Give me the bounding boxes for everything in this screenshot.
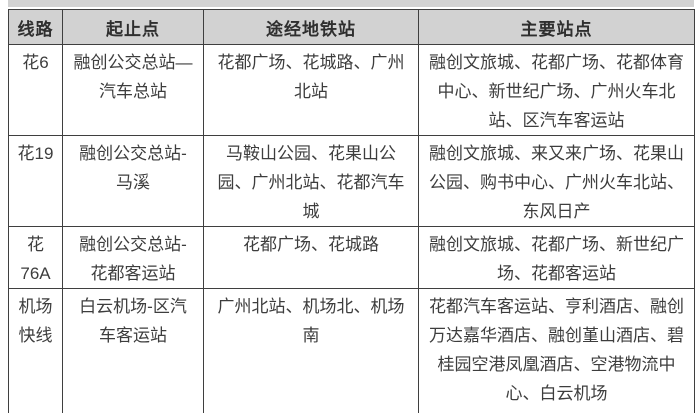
stops-cell: 融创文旅城、花都广场、花都体育中心、新世纪广场、广州火车北站、区汽车客运站	[418, 44, 695, 136]
metro-cell: 马鞍山公园、花果山公园、广州北站、花都汽车城	[203, 135, 419, 227]
column-header-endpoints: 起止点	[62, 9, 204, 45]
endpoints-cell: 融创公交总站-花都客运站	[62, 226, 204, 289]
stops-cell: 融创文旅城、花都广场、新世纪广场、花都客运站	[418, 226, 695, 289]
column-header-main-stops: 主要站点	[418, 9, 695, 45]
metro-cell: 广州北站、机场北、机场南	[203, 288, 419, 413]
endpoints-cell: 融创公交总站—汽车总站	[62, 44, 204, 136]
cropped-row-strip	[8, 0, 694, 7]
route-cell: 花19	[8, 135, 63, 227]
stops-cell: 花都汽车客运站、亨利酒店、融创万达嘉华酒店、融创堇山酒店、碧桂园空港凤凰酒店、空…	[418, 288, 695, 413]
endpoints-cell: 白云机场-区汽车客运站	[62, 288, 204, 413]
table-row: 机场快线 白云机场-区汽车客运站 广州北站、机场北、机场南 花都汽车客运站、亨利…	[8, 288, 695, 413]
metro-cell: 花都广场、花城路	[203, 226, 419, 289]
header-row: 线路 起止点 途经地铁站 主要站点	[8, 9, 695, 45]
bus-routes-table: 线路 起止点 途经地铁站 主要站点 花6 融创公交总站—汽车总站 花都广场、花城…	[8, 9, 695, 413]
column-header-line: 线路	[8, 9, 63, 45]
column-header-metro-stations: 途经地铁站	[203, 9, 419, 45]
table-row: 花19 融创公交总站-马溪 马鞍山公园、花果山公园、广州北站、花都汽车城 融创文…	[8, 135, 695, 227]
table-row: 花6 融创公交总站—汽车总站 花都广场、花城路、广州北站 融创文旅城、花都广场、…	[8, 44, 695, 136]
stops-cell: 融创文旅城、来又来广场、花果山公园、购书中心、广州火车北站、东风日产	[418, 135, 695, 227]
endpoints-cell: 融创公交总站-马溪	[62, 135, 204, 227]
route-cell: 花6	[8, 44, 63, 136]
metro-cell: 花都广场、花城路、广州北站	[203, 44, 419, 136]
route-cell: 花76A	[8, 226, 63, 289]
route-cell: 机场快线	[8, 288, 63, 413]
table-row: 花76A 融创公交总站-花都客运站 花都广场、花城路 融创文旅城、花都广场、新世…	[8, 226, 695, 289]
